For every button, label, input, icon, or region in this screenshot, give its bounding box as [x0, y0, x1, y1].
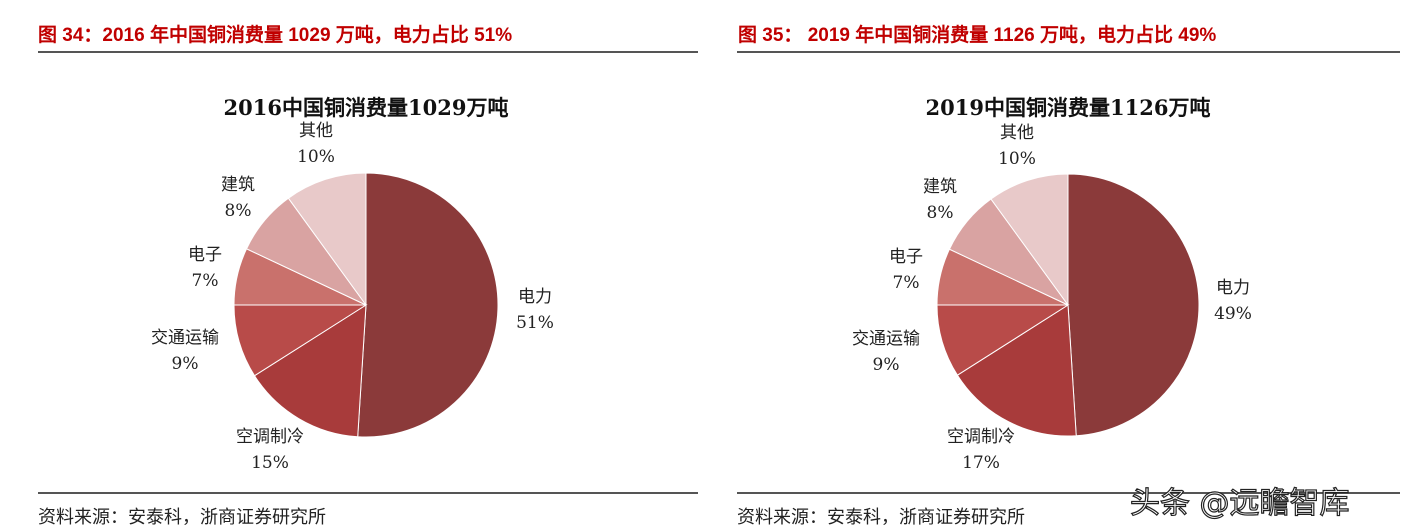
- label-construction-2019: 建筑 8%: [923, 177, 957, 223]
- pie-slice-其他: [287, 172, 367, 307]
- label-electronics-2019: 电子 7%: [889, 247, 923, 293]
- header-divider: [38, 51, 698, 53]
- header-divider: [737, 51, 1400, 53]
- footer-divider: [737, 492, 1400, 494]
- label-other-2019: 其他 10%: [998, 123, 1036, 169]
- pie-slice-电力: [357, 172, 499, 438]
- pie-slice-空调制冷: [956, 304, 1077, 437]
- chart-1-title: 2016中国铜消费量1029万吨: [223, 95, 509, 120]
- footer-divider: [38, 492, 698, 494]
- label-transport-2019: 交通运输 9%: [852, 329, 920, 375]
- label-other-2016: 其他 10%: [297, 121, 335, 167]
- label-transport-2016: 交通运输 9%: [151, 328, 219, 374]
- source-note: 资料来源：安泰科，浙商证券研究所: [737, 507, 1025, 528]
- label-construction-2016: 建筑 8%: [221, 175, 255, 221]
- label-ac-2016: 空调制冷 15%: [236, 427, 304, 473]
- label-ac-2019: 空调制冷 17%: [947, 427, 1015, 473]
- chart-2-title: 2019中国铜消费量1126万吨: [925, 95, 1211, 120]
- label-electronics-2016: 电子 7%: [188, 245, 222, 291]
- pie-slice-电力: [1067, 173, 1200, 437]
- pie-slice-空调制冷: [253, 304, 367, 438]
- figure-34-caption: 图 34：2016 年中国铜消费量 1029 万吨，电力占比 51%: [38, 25, 513, 46]
- source-note: 资料来源：安泰科，浙商证券研究所: [38, 507, 326, 528]
- watermark: 头条 @远瞻智库: [1129, 485, 1350, 521]
- pie-slice-其他: [990, 173, 1069, 307]
- label-power-2016: 电力 51%: [516, 287, 554, 333]
- label-power-2019: 电力 49%: [1214, 278, 1252, 324]
- figure-35-caption: 图 35： 2019 年中国铜消费量 1126 万吨，电力占比 49%: [738, 25, 1217, 46]
